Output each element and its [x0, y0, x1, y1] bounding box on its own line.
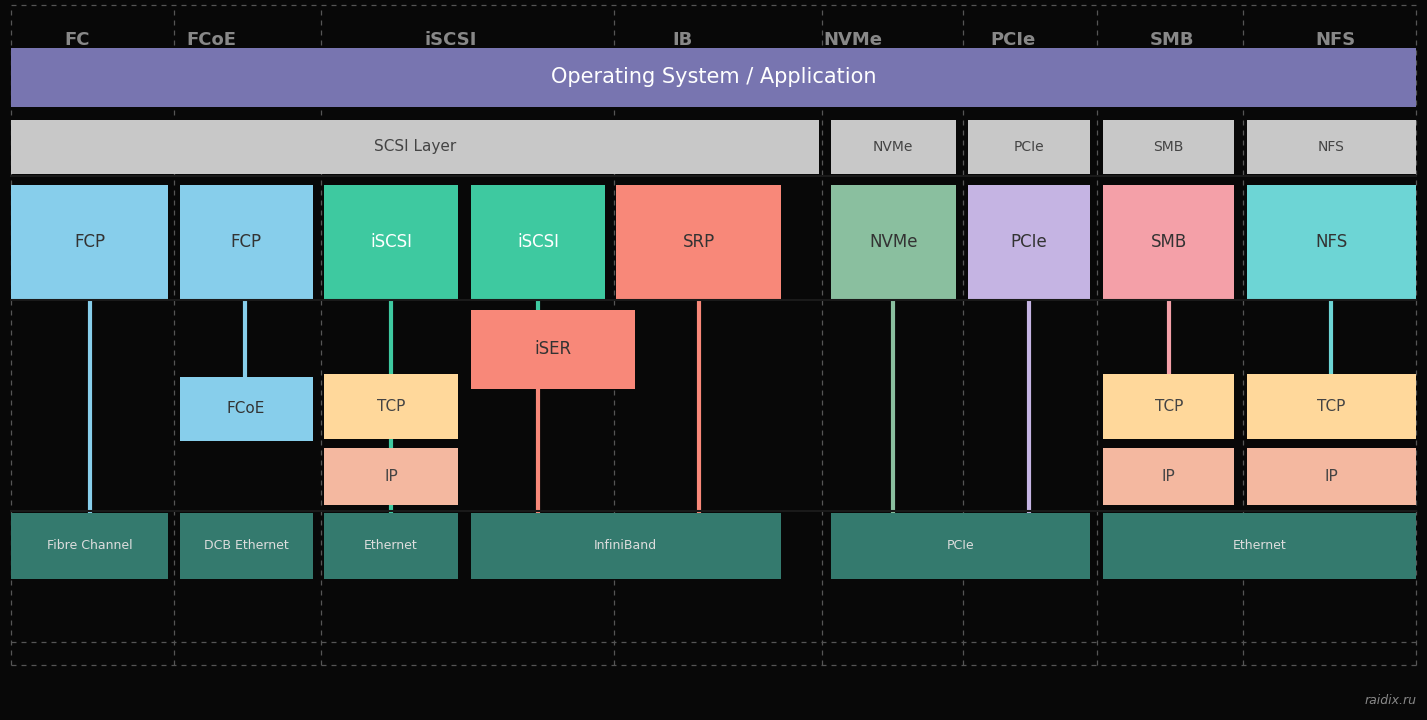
Text: NFS: NFS — [1316, 31, 1356, 49]
FancyBboxPatch shape — [324, 513, 458, 579]
Text: IP: IP — [1162, 469, 1176, 484]
Text: Fibre Channel: Fibre Channel — [47, 539, 133, 552]
Text: iSCSI: iSCSI — [370, 233, 412, 251]
FancyBboxPatch shape — [831, 185, 956, 299]
Text: SCSI Layer: SCSI Layer — [374, 140, 457, 154]
FancyBboxPatch shape — [831, 513, 1090, 579]
Text: NFS: NFS — [1319, 140, 1344, 154]
FancyBboxPatch shape — [1103, 448, 1234, 505]
Text: SMB: SMB — [1149, 31, 1194, 49]
Text: FCP: FCP — [231, 233, 261, 251]
FancyBboxPatch shape — [471, 513, 781, 579]
Text: PCIe: PCIe — [990, 31, 1036, 49]
FancyBboxPatch shape — [324, 185, 458, 299]
FancyBboxPatch shape — [324, 448, 458, 505]
FancyBboxPatch shape — [11, 185, 168, 299]
Text: NVMe: NVMe — [823, 31, 883, 49]
FancyBboxPatch shape — [1103, 374, 1234, 439]
Text: NVMe: NVMe — [869, 233, 918, 251]
FancyBboxPatch shape — [471, 310, 635, 389]
FancyBboxPatch shape — [180, 185, 313, 299]
FancyBboxPatch shape — [968, 120, 1090, 174]
Text: SMB: SMB — [1153, 140, 1184, 154]
Text: iSER: iSER — [534, 340, 572, 358]
Text: raidix.ru: raidix.ru — [1366, 694, 1417, 707]
FancyBboxPatch shape — [968, 185, 1090, 299]
FancyBboxPatch shape — [11, 48, 1416, 107]
Text: TCP: TCP — [377, 400, 405, 414]
FancyBboxPatch shape — [1247, 120, 1416, 174]
Text: FC: FC — [64, 31, 90, 49]
FancyBboxPatch shape — [1103, 185, 1234, 299]
Text: PCIe: PCIe — [1010, 233, 1047, 251]
FancyBboxPatch shape — [180, 377, 313, 441]
Text: TCP: TCP — [1154, 400, 1183, 414]
FancyBboxPatch shape — [1103, 513, 1416, 579]
FancyBboxPatch shape — [831, 120, 956, 174]
FancyBboxPatch shape — [1247, 448, 1416, 505]
Text: Ethernet: Ethernet — [1233, 539, 1286, 552]
Text: InfiniBand: InfiniBand — [594, 539, 658, 552]
Text: PCIe: PCIe — [1013, 140, 1045, 154]
Text: FCP: FCP — [74, 233, 106, 251]
Text: NVMe: NVMe — [873, 140, 913, 154]
Text: IP: IP — [384, 469, 398, 484]
Text: FCoE: FCoE — [186, 31, 237, 49]
Text: NFS: NFS — [1316, 233, 1347, 251]
Text: Ethernet: Ethernet — [364, 539, 418, 552]
Text: Operating System / Application: Operating System / Application — [551, 67, 876, 87]
FancyBboxPatch shape — [1103, 120, 1234, 174]
Text: SMB: SMB — [1150, 233, 1187, 251]
FancyBboxPatch shape — [11, 120, 819, 174]
Text: PCIe: PCIe — [946, 539, 975, 552]
FancyBboxPatch shape — [471, 185, 605, 299]
Text: IB: IB — [672, 31, 692, 49]
Text: iSCSI: iSCSI — [517, 233, 559, 251]
Text: TCP: TCP — [1317, 400, 1346, 414]
Text: SRP: SRP — [682, 233, 715, 251]
FancyBboxPatch shape — [1247, 374, 1416, 439]
FancyBboxPatch shape — [616, 185, 781, 299]
FancyBboxPatch shape — [180, 513, 313, 579]
Text: FCoE: FCoE — [227, 402, 265, 416]
Text: DCB Ethernet: DCB Ethernet — [204, 539, 288, 552]
Text: IP: IP — [1324, 469, 1339, 484]
FancyBboxPatch shape — [324, 374, 458, 439]
FancyBboxPatch shape — [1247, 185, 1416, 299]
Text: iSCSI: iSCSI — [425, 31, 477, 49]
FancyBboxPatch shape — [11, 513, 168, 579]
